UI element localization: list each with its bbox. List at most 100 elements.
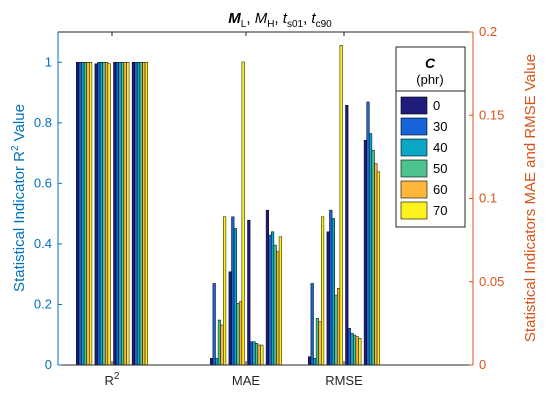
legend-label: 40 [433, 140, 447, 155]
title-m-h: M [255, 10, 268, 27]
right-tick-label: 0.15 [479, 107, 504, 122]
bar [94, 63, 98, 366]
bar [220, 324, 224, 366]
title-sep-3: , [303, 10, 311, 27]
bar [210, 358, 214, 366]
bar [347, 328, 351, 366]
legend-label: 60 [433, 182, 447, 197]
bar [83, 62, 87, 366]
left-y-axis-label: Statistical Indicator R2 Value [10, 104, 28, 292]
x-axis-ticks: R2 MAE RMSE [105, 32, 363, 388]
x-tick-label: RMSE [325, 373, 363, 388]
bar [315, 318, 319, 366]
right-tick-label: 0.2 [479, 24, 497, 39]
bar [86, 62, 90, 366]
bar [358, 338, 362, 366]
bar [310, 283, 314, 366]
bar [350, 333, 354, 366]
bar [369, 133, 373, 366]
bar [271, 231, 275, 366]
left-tick-label: 0.8 [34, 115, 52, 130]
left-tick-label: 1 [45, 54, 52, 69]
right-axis-ticks: 0 0.05 0.1 0.15 0.2 [469, 24, 504, 372]
x-tick-label: R2 [105, 371, 120, 388]
title-sep-2: , [274, 10, 282, 27]
title-sub-h: H [267, 19, 274, 30]
title-m-l: M [228, 10, 241, 27]
bar [337, 288, 341, 366]
bar [107, 63, 111, 366]
bar [89, 62, 93, 366]
legend-swatch [400, 117, 428, 136]
bar [113, 62, 117, 366]
legend-swatch [400, 96, 428, 115]
bar [241, 61, 245, 366]
bar [308, 356, 312, 366]
legend-subtitle: (phr) [416, 72, 443, 87]
bar [99, 62, 103, 366]
right-y-axis-label: Statistical Indicators MAE and RMSE Valu… [522, 54, 539, 342]
bar [321, 216, 325, 366]
bar [334, 294, 338, 366]
bar [123, 62, 127, 366]
bar [278, 236, 282, 366]
bar [329, 209, 333, 366]
bar [144, 62, 148, 366]
left-tick-label: 0.6 [34, 175, 52, 190]
bar [374, 163, 378, 366]
bar [217, 319, 221, 366]
bar [223, 216, 227, 366]
bar [137, 62, 141, 366]
left-tick-label: 0 [45, 357, 52, 372]
bar [134, 62, 138, 366]
bar [252, 341, 256, 366]
bar [239, 301, 243, 366]
bar [255, 343, 259, 366]
right-tick-label: 0.05 [479, 274, 504, 289]
bar [353, 334, 357, 366]
legend-title: C [425, 55, 436, 71]
bar [249, 341, 253, 366]
chart-title: ML, MH, ts01, tc90 [228, 10, 332, 30]
bar [313, 358, 317, 366]
bar [215, 358, 219, 366]
bar [121, 62, 125, 366]
legend-label: 30 [433, 119, 447, 134]
title-sep-1: , [246, 10, 254, 27]
bar [268, 234, 272, 366]
bar [142, 62, 146, 366]
legend-swatch [400, 201, 428, 220]
bar [228, 271, 232, 366]
bar [355, 336, 359, 366]
legend-entries: 0 30 40 50 60 70 [400, 96, 447, 220]
bar [233, 228, 237, 366]
legend-swatch [400, 180, 428, 199]
bar [257, 344, 261, 366]
title-t-s01: t [283, 10, 288, 27]
bar [78, 62, 82, 366]
bar [318, 321, 322, 366]
bar [236, 303, 240, 366]
bar [105, 62, 109, 366]
left-tick-label: 0.4 [34, 236, 52, 251]
right-tick-label: 0.1 [479, 191, 497, 206]
bar [131, 62, 135, 366]
bar [376, 171, 380, 366]
bar [76, 62, 80, 366]
bar [126, 62, 130, 366]
legend-swatch [400, 159, 428, 178]
bar [345, 105, 349, 366]
bar [115, 62, 119, 366]
title-sub-c90: c90 [316, 19, 333, 30]
legend-swatch [400, 138, 428, 157]
bar [371, 149, 375, 366]
bar [339, 45, 343, 366]
bar [331, 218, 335, 366]
bar [366, 101, 370, 366]
left-tick-label: 0.2 [34, 296, 52, 311]
bar [81, 62, 85, 366]
legend-label: 50 [433, 161, 447, 176]
title-t-c90: t [311, 10, 316, 27]
bar [363, 139, 367, 366]
